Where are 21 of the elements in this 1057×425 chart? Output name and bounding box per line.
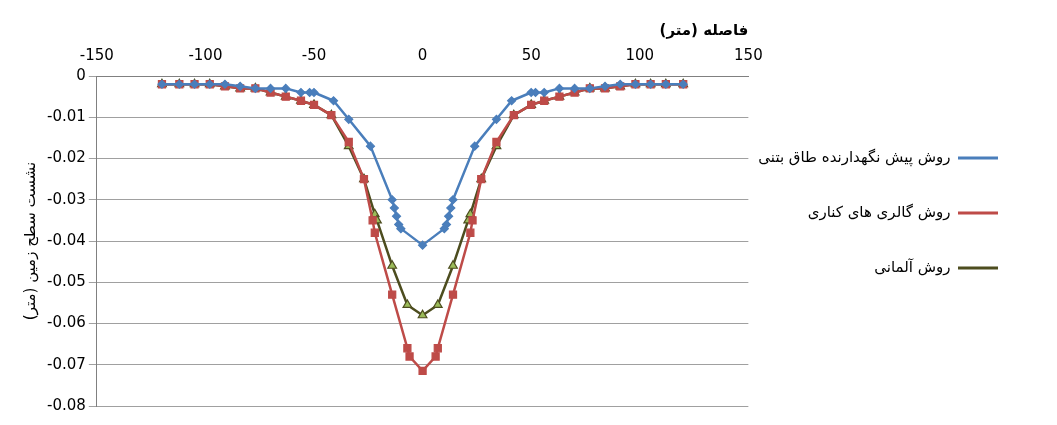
- legend-label: روش پیش نگهدارنده طاق بتنی: [758, 147, 951, 167]
- y-tick-label: -0.03: [47, 189, 86, 208]
- y-tick-label: -0.04: [47, 230, 86, 249]
- y-tick-label: -0.02: [47, 148, 86, 167]
- y-tick-label: 0: [76, 65, 86, 84]
- y-axis-title: نشست سطح زمین (متر): [20, 161, 39, 321]
- y-tick-label: -0.01: [47, 107, 86, 126]
- x-tick-label: 0: [417, 45, 428, 64]
- x-tick-label: -150: [79, 45, 114, 64]
- x-tick-label: 150: [734, 45, 763, 64]
- x-tick-label: -100: [188, 45, 223, 64]
- legend-label: روش گالری های کناری: [807, 202, 951, 221]
- x-tick-label: 50: [521, 45, 541, 64]
- y-tick-label: -0.06: [47, 313, 86, 332]
- y-tick-label: -0.07: [47, 354, 86, 373]
- y-tick-label: -0.08: [47, 395, 86, 414]
- x-tick-label: -50: [301, 45, 327, 64]
- x-axis-title: فاصله (متر): [659, 20, 749, 39]
- x-tick-label: 100: [625, 45, 655, 64]
- y-tick-label: -0.05: [47, 272, 86, 291]
- legend-label: روش آلمانی: [874, 257, 951, 276]
